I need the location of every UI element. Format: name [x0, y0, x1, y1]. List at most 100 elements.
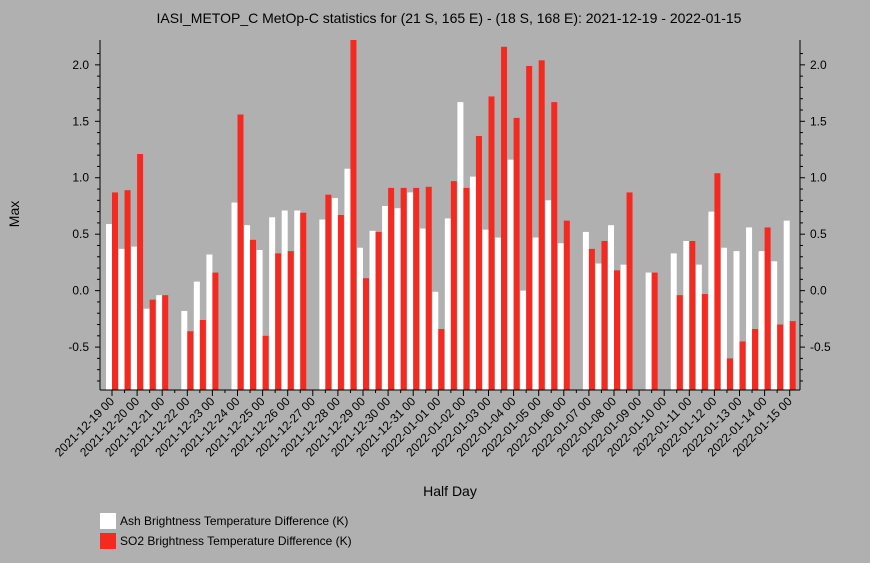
bar-ash-3	[143, 308, 150, 390]
bar-so2-31	[501, 46, 508, 390]
bar-ash-53	[771, 261, 778, 390]
bar-so2-22	[388, 187, 395, 390]
bar-ash-25	[419, 228, 426, 390]
bar-ash-47	[695, 264, 702, 390]
bar-ash-28	[457, 102, 464, 390]
bar-ash-17	[319, 219, 326, 390]
bar-ash-50	[733, 251, 740, 390]
bar-so2-49	[726, 358, 733, 390]
y-tick-label-right: -0.5	[810, 340, 831, 354]
bar-ash-24	[407, 192, 414, 390]
y-tick-label-left: 0.0	[72, 284, 89, 298]
legend-item-ash: Ash Brightness Temperature Difference (K…	[100, 511, 352, 531]
bar-ash-10	[231, 202, 238, 390]
bar-so2-35	[551, 102, 558, 390]
bar-ash-14	[281, 210, 288, 390]
bar-ash-21	[369, 230, 376, 390]
bar-so2-53	[777, 324, 784, 390]
bar-so2-27	[450, 181, 457, 390]
bar-ash-48	[708, 211, 715, 390]
bar-so2-40	[614, 270, 620, 390]
bar-so2-17	[325, 194, 332, 390]
y-tick-label-left: -0.5	[68, 340, 89, 354]
bar-so2-23	[400, 187, 407, 390]
bar-ash-40	[608, 225, 614, 390]
bar-ash-54	[783, 220, 790, 390]
bar-ash-23	[394, 208, 401, 390]
bar-so2-39	[601, 240, 608, 390]
y-axis-right: -0.5 0.0 0.5 1.0 1.5 2.0	[799, 40, 831, 390]
bar-so2-30	[488, 96, 495, 391]
bar-so2-3	[149, 299, 156, 390]
bar-ash-26	[432, 291, 439, 390]
bar-so2-28	[463, 187, 470, 390]
bar-ash-29	[469, 176, 476, 390]
y-tick-label-right: 0.0	[810, 284, 827, 298]
bar-so2-10	[237, 114, 244, 391]
bar-so2-19	[350, 40, 357, 390]
bar-ash-38	[582, 231, 589, 390]
bar-so2-0	[112, 192, 118, 390]
bar-so2-50	[739, 341, 746, 390]
bar-ash-43	[645, 272, 652, 390]
bar-ash-33	[520, 290, 527, 390]
bar-ash-12	[256, 250, 263, 390]
bar-ash-46	[683, 240, 690, 390]
bar-so2-21	[375, 231, 382, 390]
bar-so2-13	[275, 253, 282, 390]
bar-so2-11	[250, 239, 257, 390]
legend-label-ash: Ash Brightness Temperature Difference (K…	[120, 514, 349, 528]
y-tick-label-right: 2.0	[810, 58, 827, 72]
bar-so2-14	[287, 251, 294, 390]
bar-ash-30	[482, 229, 489, 390]
y-tick-label-left: 1.5	[72, 114, 89, 128]
bar-so2-26	[438, 329, 445, 390]
bar-ash-6	[181, 310, 188, 390]
bar-ash-2	[131, 246, 138, 390]
bar-ash-32	[507, 159, 514, 390]
bar-so2-25	[425, 186, 432, 390]
bar-ash-20	[357, 247, 363, 390]
bar-ash-19	[344, 168, 351, 390]
bar-so2-32	[513, 117, 520, 390]
bar-so2-46	[689, 240, 696, 390]
bar-so2-41	[626, 192, 633, 390]
plot-area	[106, 40, 796, 391]
y-tick-label-left: 2.0	[72, 58, 89, 72]
bar-ash-18	[331, 198, 338, 390]
bar-so2-48	[714, 173, 721, 390]
bar-ash-1	[118, 248, 125, 390]
bar-ash-22	[382, 205, 389, 390]
bar-so2-15	[300, 212, 307, 390]
bar-ash-0	[106, 224, 112, 390]
bar-so2-8	[212, 272, 219, 390]
bar-so2-2	[137, 154, 144, 390]
bar-ash-36	[557, 243, 564, 390]
bar-so2-51	[752, 329, 759, 390]
bar-so2-4	[162, 295, 169, 390]
y-tick-label-right: 1.0	[810, 171, 827, 185]
legend: Ash Brightness Temperature Difference (K…	[100, 511, 352, 551]
legend-swatch-ash	[100, 513, 116, 529]
bar-so2-7	[199, 320, 206, 390]
y-tick-label-left: 0.5	[72, 227, 89, 241]
bar-ash-49	[720, 247, 727, 390]
bar-ash-4	[156, 295, 163, 390]
bar-so2-43	[651, 272, 658, 390]
y-axis-label: Max	[6, 201, 22, 227]
y-axis-left: -0.5 0.0 0.5 1.0 1.5 2.0	[68, 40, 101, 390]
bar-so2-1	[124, 190, 131, 390]
bar-so2-38	[588, 248, 595, 390]
bar-so2-18	[337, 215, 344, 390]
bar-ash-31	[495, 237, 502, 390]
bar-ash-39	[595, 263, 602, 390]
bar-ash-27	[444, 218, 451, 390]
bar-ash-7	[193, 281, 200, 390]
bar-so2-34	[538, 60, 545, 391]
bar-so2-54	[789, 321, 796, 390]
y-tick-label-left: 1.0	[72, 171, 89, 185]
bar-so2-36	[563, 220, 570, 390]
bar-ash-34	[532, 237, 539, 390]
